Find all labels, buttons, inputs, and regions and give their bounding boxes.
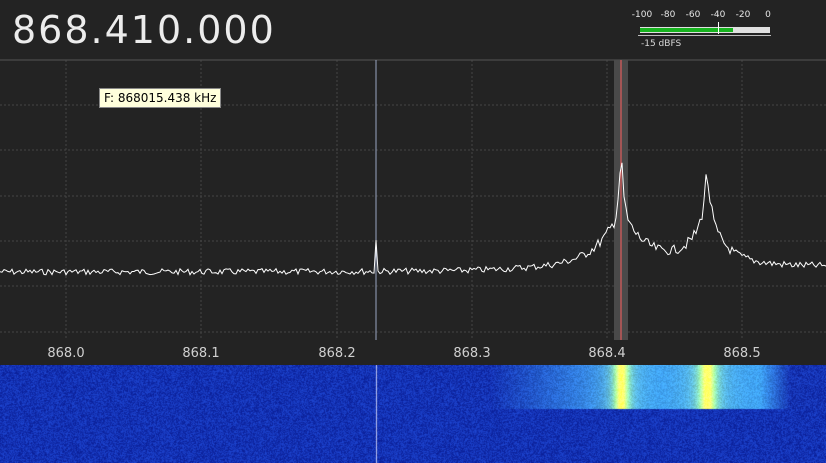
signal-level-meter: -100 -80 -60 -40 -20 0 -15 dBFS <box>628 8 773 53</box>
meter-scale-label: -100 <box>631 10 653 20</box>
frequency-display[interactable]: 868.410.000 <box>12 8 276 52</box>
meter-squelch-marker[interactable] <box>718 22 719 34</box>
meter-scale-label: 0 <box>765 10 771 20</box>
axis-tick-label: 868.2 <box>318 346 355 361</box>
meter-scale-label: -60 <box>685 10 701 20</box>
axis-tick-label: 868.3 <box>453 346 490 361</box>
axis-tick-label: 868.1 <box>182 346 219 361</box>
meter-scale-label: -40 <box>710 10 726 20</box>
spectrum-grid <box>0 59 826 340</box>
meter-scale-label: -80 <box>660 10 676 20</box>
meter-scale-label: -20 <box>735 10 751 20</box>
meter-level-bar <box>640 28 733 32</box>
meter-baseline <box>638 35 771 36</box>
waterfall-display[interactable] <box>0 365 826 463</box>
spectrum-trace <box>0 162 826 276</box>
frequency-tooltip: F: 868015.438 kHz <box>99 88 222 108</box>
meter-readout: -15 dBFS <box>641 39 682 49</box>
axis-tick-label: 868.4 <box>588 346 625 361</box>
axis-tick-label: 868.5 <box>723 346 760 361</box>
axis-tick-label: 868.0 <box>47 346 84 361</box>
spectrum-plot[interactable]: 868.0 868.1 868.2 868.3 868.4 868.5 <box>0 0 826 365</box>
